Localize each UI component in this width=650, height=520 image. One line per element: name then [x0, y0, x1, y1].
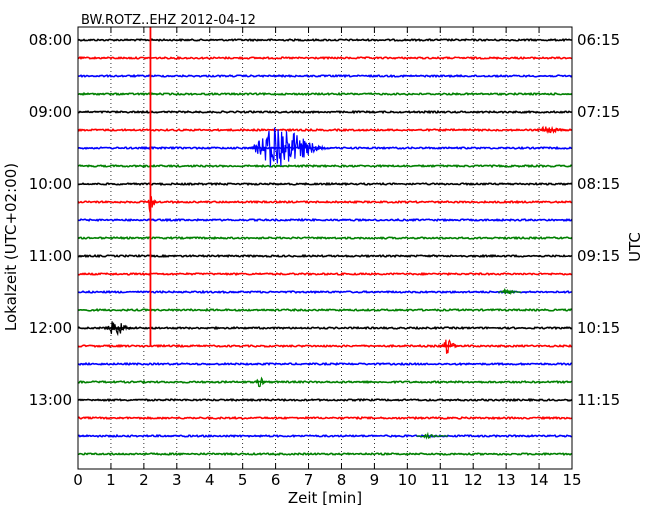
x-tick-label: 14	[530, 471, 549, 489]
y-tick-label-right: 10:15	[577, 319, 620, 337]
chart-title: BW.ROTZ..EHZ 2012-04-12	[81, 13, 256, 28]
trace-line	[77, 325, 573, 331]
plot-frame	[77, 26, 573, 470]
grid	[110, 27, 540, 469]
trace-line	[77, 55, 573, 61]
x-axis: 0 1 2 3 4 5 6 7 8 9 10 11 12 13 14 15	[73, 27, 582, 489]
x-tick-label: 13	[497, 471, 516, 489]
event-waveform	[103, 321, 136, 337]
x-tick-label: 3	[172, 471, 182, 489]
x-tick-label: 7	[304, 471, 314, 489]
trace-line	[77, 361, 573, 367]
x-tick-label: 0	[73, 471, 83, 489]
trace-line	[77, 397, 573, 403]
event-waveform	[498, 287, 522, 296]
trace-line	[77, 253, 573, 259]
x-tick-label: 4	[205, 471, 215, 489]
event-waveform	[146, 196, 159, 213]
x-tick-label: 9	[370, 471, 380, 489]
trace-line	[77, 307, 573, 313]
y-tick-label-right: 08:15	[577, 175, 620, 193]
y-tick-label-left: 10:00	[29, 175, 72, 193]
trace-line	[77, 379, 573, 385]
trace-line	[77, 163, 573, 169]
trace-line	[77, 127, 573, 133]
event-waveform	[416, 431, 449, 440]
x-tick-label: 5	[238, 471, 248, 489]
x-tick-label: 8	[337, 471, 347, 489]
trace-line	[77, 271, 573, 277]
trace-line	[77, 181, 573, 187]
x-axis-label: Zeit [min]	[288, 489, 362, 507]
x-tick-label: 2	[139, 471, 149, 489]
x-tick-label: 11	[431, 471, 450, 489]
y-tick-label-left: 13:00	[29, 391, 72, 409]
y-tick-label-left: 09:00	[29, 103, 72, 121]
trace-line	[77, 199, 573, 205]
trace-line	[77, 91, 573, 97]
event-waveform	[532, 125, 572, 134]
y-tick-label-left: 12:00	[29, 319, 72, 337]
x-tick-label: 6	[271, 471, 281, 489]
trace-line	[77, 38, 573, 43]
y-tick-label-right: 11:15	[577, 391, 620, 409]
trace-line	[77, 73, 573, 79]
y-axis-label-right: UTC	[626, 232, 644, 262]
y-tick-label-right: 07:15	[577, 103, 620, 121]
trace-line	[77, 415, 573, 421]
event-waveform	[246, 127, 334, 167]
y-axis-label-left: Lokalzeit (UTC+02:00)	[2, 163, 20, 331]
x-tick-label: 12	[464, 471, 483, 489]
trace-line	[77, 289, 573, 295]
event-waveform	[255, 376, 267, 388]
trace-line	[77, 451, 573, 457]
trace-line	[77, 433, 573, 439]
traces	[77, 38, 573, 457]
y-tick-label-left: 11:00	[29, 247, 72, 265]
trace-line	[77, 217, 573, 223]
trace-line	[77, 235, 573, 241]
event-waveform	[147, 218, 156, 222]
x-tick-label: 15	[562, 471, 581, 489]
event-waveform	[440, 339, 460, 354]
trace-line	[77, 343, 573, 349]
y-tick-label-right: 09:15	[577, 247, 620, 265]
y-axis-left: 08:00 09:00 10:00 11:00 12:00 13:00	[29, 31, 84, 409]
y-axis-right: 06:15 07:15 08:15 09:15 10:15 11:15	[566, 31, 620, 409]
x-tick-label: 1	[106, 471, 116, 489]
x-tick-label: 10	[398, 471, 417, 489]
y-tick-label-right: 06:15	[577, 31, 620, 49]
event-marks	[103, 27, 572, 440]
trace-line	[77, 109, 573, 115]
y-tick-label-left: 08:00	[29, 31, 72, 49]
